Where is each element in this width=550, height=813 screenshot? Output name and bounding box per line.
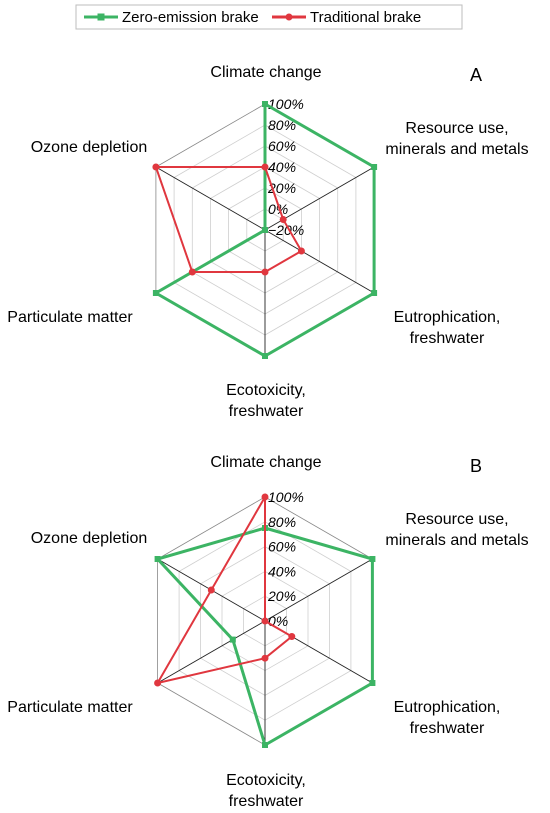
spoke-4 bbox=[157, 620, 266, 684]
axis-label-particulate-matter: Particulate matter bbox=[7, 309, 133, 326]
spoke-5 bbox=[155, 166, 266, 231]
panel-letter: A bbox=[470, 65, 482, 85]
legend-label-traditional-brake: Traditional brake bbox=[310, 9, 421, 26]
point-zero-emission-brake-2 bbox=[371, 290, 378, 296]
axis-label-ozone-depletion: Ozone depletion bbox=[31, 139, 148, 156]
tick-label-5: 80% bbox=[268, 117, 296, 133]
point-traditional-brake-5 bbox=[152, 163, 160, 171]
spoke-1 bbox=[264, 558, 373, 622]
axis-label-ozone-depletion: Ozone depletion bbox=[31, 530, 148, 547]
tick-label-6: 100% bbox=[268, 96, 304, 112]
point-zero-emission-brake-5 bbox=[154, 556, 161, 562]
tick-label-0: 0% bbox=[268, 613, 288, 629]
point-traditional-brake-1 bbox=[279, 216, 287, 223]
tick-label-3: 60% bbox=[268, 539, 296, 555]
axis-label-eutrophication: Eutrophication, freshwater bbox=[394, 309, 501, 347]
legend-marker-traditional-brake bbox=[285, 13, 293, 21]
point-traditional-brake-5 bbox=[207, 586, 215, 594]
point-zero-emission-brake-2 bbox=[369, 680, 376, 686]
radar-panel-a: −20%0%20%40%60%80%100%Climate changeReso… bbox=[7, 64, 528, 420]
point-zero-emission-brake-1 bbox=[369, 556, 376, 562]
tick-label-4: 60% bbox=[268, 138, 296, 154]
tick-label-2: 40% bbox=[268, 563, 296, 579]
tick-label-3: 40% bbox=[268, 159, 296, 175]
radar-panel-b: 0% 20% 40% 60% 80% 100% Climate change Resource… bbox=[7, 454, 528, 810]
point-zero-emission-brake-4 bbox=[229, 636, 236, 643]
axis-label-resource-use: Resource use, minerals and metals bbox=[385, 511, 528, 549]
point-zero-emission-brake-1 bbox=[371, 164, 378, 170]
point-traditional-brake-4 bbox=[154, 679, 162, 687]
axis-label-ecotoxicity: Ecotoxicity, freshwater bbox=[226, 772, 306, 810]
point-zero-emission-brake-3 bbox=[262, 742, 268, 748]
point-traditional-brake-0 bbox=[261, 493, 269, 501]
tick-label-1: 20% bbox=[267, 588, 296, 604]
tick-label-4: 80% bbox=[268, 514, 296, 530]
tick-label-5: 100% bbox=[268, 489, 304, 505]
point-traditional-brake-2 bbox=[288, 633, 296, 640]
axis-label-eutrophication: Eutrophication, freshwater bbox=[394, 699, 501, 737]
point-traditional-brake-1 bbox=[261, 617, 269, 625]
point-zero-emission-brake-5 bbox=[262, 227, 268, 233]
point-traditional-brake-0 bbox=[261, 163, 269, 171]
point-traditional-brake-2 bbox=[297, 247, 305, 255]
tick-label-1: 0% bbox=[268, 201, 288, 217]
legend: Zero-emission brake Traditional brake bbox=[75, 4, 463, 30]
axis-label-climate-change: Climate change bbox=[210, 454, 321, 471]
point-traditional-brake-4 bbox=[188, 268, 196, 276]
tick-label-0: −20% bbox=[268, 222, 304, 238]
point-zero-emission-brake-3 bbox=[262, 353, 268, 359]
axis-label-climate-change: Climate change bbox=[210, 64, 321, 81]
point-zero-emission-brake-4 bbox=[152, 290, 159, 296]
spoke-2 bbox=[264, 229, 375, 294]
legend-label-zero-emission-brake: Zero-emission brake bbox=[122, 9, 259, 26]
point-traditional-brake-3 bbox=[261, 654, 269, 662]
legend-marker-zero-emission-brake bbox=[97, 13, 105, 21]
panel-letter: B bbox=[470, 456, 482, 476]
legend-frame bbox=[75, 4, 463, 30]
axis-label-particulate-matter: Particulate matter bbox=[7, 699, 133, 716]
axis-label-ecotoxicity: Ecotoxicity, freshwater bbox=[226, 382, 306, 420]
axis-label-resource-use: Resource use, minerals and metals bbox=[385, 120, 528, 158]
point-traditional-brake-3 bbox=[261, 268, 269, 276]
point-zero-emission-brake-0 bbox=[262, 101, 268, 107]
